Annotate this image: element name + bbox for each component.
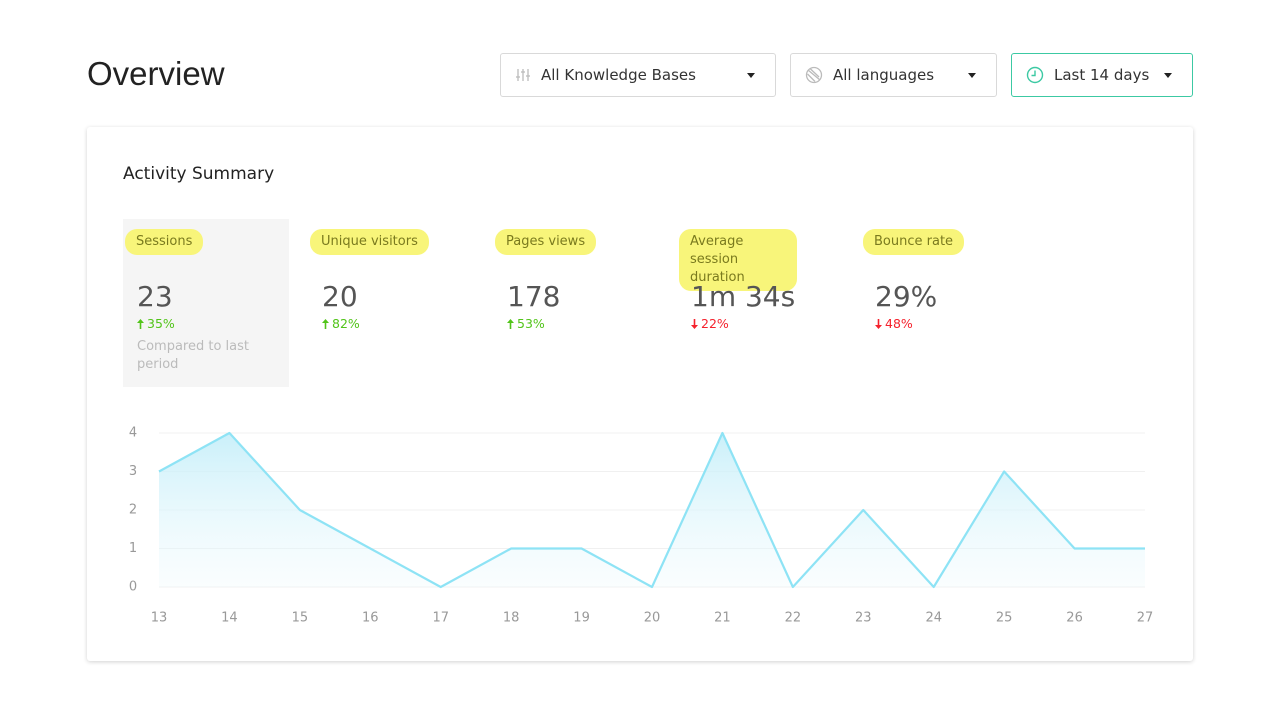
metric-label: Average session duration [679, 229, 797, 291]
x-tick-label: 15 [292, 611, 309, 626]
change-value: 82% [332, 316, 360, 331]
clock-icon [1026, 66, 1044, 84]
x-tick-label: 19 [573, 611, 590, 626]
x-tick-label: 14 [221, 611, 238, 626]
caret [747, 73, 755, 78]
metric-value: 178 [507, 280, 561, 313]
x-tick-label: 25 [996, 611, 1013, 626]
x-tick-label: 27 [1137, 611, 1154, 626]
metric[interactable]: Bounce rate 29% 48% [861, 219, 1027, 387]
metric-label: Sessions [125, 229, 204, 255]
metric-change: 82% [322, 316, 360, 331]
x-tick-label: 20 [644, 611, 661, 626]
arrow-icon [137, 318, 144, 329]
arrow-icon [322, 318, 329, 329]
knowledge-base-dropdown[interactable]: All Knowledge Bases [500, 53, 776, 97]
metric-label: Pages views [495, 229, 597, 255]
arrow [137, 318, 144, 329]
metric-label: Unique visitors [310, 229, 429, 255]
globe-icon [805, 66, 823, 84]
change-value: 35% [147, 316, 175, 331]
metric-change: 35% [137, 316, 175, 331]
dropdown-label: Last 14 days [1054, 66, 1150, 84]
x-tick-label: 24 [925, 611, 942, 626]
arrow-icon [691, 318, 698, 329]
metric-value: 1m 34s [691, 280, 796, 313]
x-tick-label: 13 [151, 611, 168, 626]
metric-value: 23 [137, 280, 173, 313]
x-tick-label: 22 [785, 611, 802, 626]
change-value: 48% [885, 316, 913, 331]
card-title: Activity Summary [123, 164, 275, 184]
arrow-icon [507, 318, 514, 329]
metric-change: 53% [507, 316, 545, 331]
language-dropdown[interactable]: All languages [790, 53, 997, 97]
metric[interactable]: Sessions 23 35% Compared to last period [123, 219, 289, 387]
metric[interactable]: Average session duration 1m 34s 22% [677, 219, 843, 387]
arrow [875, 318, 882, 329]
comparison-note: Compared to last period [137, 339, 249, 372]
metric-change: 48% [875, 316, 913, 331]
change-value: 53% [517, 316, 545, 331]
x-tick-label: 17 [432, 611, 449, 626]
metric-label: Bounce rate [863, 229, 965, 255]
x-tick-label: 26 [1066, 611, 1083, 626]
arrow [322, 318, 329, 329]
y-tick-label: 3 [129, 464, 137, 479]
y-tick-label: 2 [129, 503, 137, 518]
x-tick-label: 18 [503, 611, 520, 626]
metric-value: 20 [322, 280, 358, 313]
metric-change: 22% [691, 316, 729, 331]
arrow [691, 318, 698, 329]
x-tick-label: 21 [714, 611, 731, 626]
caret [1164, 73, 1172, 78]
dropdown-label: All languages [833, 66, 935, 84]
caret [968, 73, 976, 78]
y-tick-label: 4 [129, 426, 137, 441]
line [158, 431, 1145, 589]
y-tick-label: 1 [129, 541, 137, 556]
metric[interactable]: Pages views 178 53% [493, 219, 659, 387]
arrow-icon [875, 318, 882, 329]
arrow [507, 318, 514, 329]
x-tick-label: 23 [855, 611, 872, 626]
dropdown-label: All Knowledge Bases [541, 66, 696, 84]
sliders-icon [516, 69, 530, 81]
period-dropdown[interactable]: Last 14 days [1011, 53, 1193, 97]
x-tick-label: 16 [362, 611, 379, 626]
metric-value: 29% [875, 280, 938, 313]
y-tick-label: 0 [129, 580, 137, 595]
page-title: Overview [87, 55, 225, 92]
metric[interactable]: Unique visitors 20 82% [308, 219, 474, 387]
change-value: 22% [701, 316, 729, 331]
